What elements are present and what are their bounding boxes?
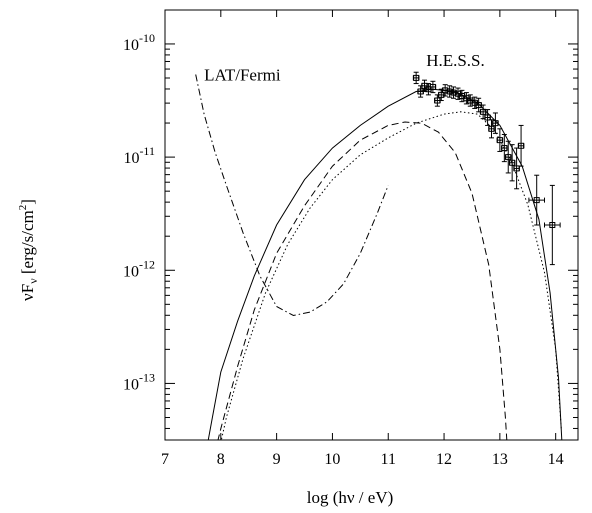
point-marker — [450, 89, 457, 96]
y-axis-label-units: [erg/s/cm — [18, 210, 37, 274]
hess-point — [508, 144, 516, 182]
point-marker — [446, 88, 453, 95]
hess-point — [479, 104, 487, 120]
dashed-component-curve — [217, 121, 508, 440]
x-tick-label: 14 — [548, 451, 564, 468]
hess-point — [412, 71, 420, 85]
plot-area — [164, 9, 579, 441]
point-marker — [429, 83, 436, 90]
point-marker — [505, 154, 512, 161]
x-tick-label: 13 — [492, 451, 508, 468]
hess-point — [528, 174, 546, 226]
y-axis-label-units-end: ] — [18, 199, 37, 205]
hess-point — [421, 79, 428, 92]
x-tick-label: 10 — [324, 451, 340, 468]
y-tick-label: 10-10 — [123, 31, 155, 54]
hess-point — [517, 124, 525, 167]
point-marker — [413, 74, 420, 81]
hess-point — [496, 128, 504, 152]
hess-point — [437, 88, 445, 102]
hess-point — [484, 109, 491, 126]
y-axis: 10-13 10-12 10-11 10-10 — [123, 31, 578, 429]
point-marker — [509, 159, 516, 166]
y-axis-label-main: νF — [18, 284, 37, 301]
hess-data-points — [412, 71, 561, 266]
x-axis: 7 8 9 10 11 12 13 14 — [161, 10, 564, 468]
hess-point — [513, 147, 520, 190]
annotations: LAT/Fermi H.E.S.S. — [204, 51, 485, 85]
model-curves — [195, 74, 563, 440]
x-axis-label: log (hν / eV) — [307, 488, 394, 507]
y-tick-label: 10-12 — [123, 257, 155, 280]
lat-fermi-sensitivity-curve — [195, 74, 389, 317]
point-marker — [492, 120, 499, 127]
dotted-component-curve — [220, 111, 562, 440]
point-marker — [438, 91, 445, 98]
point-marker — [496, 137, 503, 144]
y-tick-label: 10-13 — [123, 370, 155, 393]
hess-point — [446, 85, 453, 98]
point-marker — [480, 108, 487, 115]
hess-point — [504, 140, 512, 174]
x-tick-label: 7 — [161, 451, 169, 468]
point-marker — [549, 222, 556, 228]
hess-point — [475, 97, 482, 113]
hess-point — [429, 80, 437, 94]
x-tick-label: 12 — [436, 451, 452, 468]
y-tick-label: 10-11 — [123, 144, 155, 167]
x-tick-label: 8 — [217, 451, 225, 468]
x-tick-label: 11 — [381, 451, 396, 468]
point-marker — [421, 82, 428, 89]
hess-point — [441, 84, 449, 97]
point-marker — [442, 87, 449, 94]
x-tick-label: 9 — [273, 451, 281, 468]
point-marker — [518, 142, 525, 149]
point-marker — [533, 197, 540, 204]
hess-point — [492, 112, 499, 134]
point-marker — [501, 145, 508, 152]
plot-frame — [164, 9, 579, 441]
point-marker — [513, 165, 520, 172]
y-axis-label-sub: ν — [26, 278, 40, 284]
hess-label: H.E.S.S. — [426, 51, 485, 70]
hess-point — [488, 119, 495, 139]
hess-point — [425, 83, 432, 96]
y-axis-label: νFν [erg/s/cm2] — [17, 199, 40, 301]
point-marker — [484, 114, 491, 121]
hess-point — [544, 184, 561, 266]
lat-fermi-label: LAT/Fermi — [204, 66, 281, 85]
total-model-curve — [207, 88, 563, 440]
y-axis-label-units-sup: 2 — [17, 205, 29, 211]
point-marker — [488, 125, 495, 132]
hess-point — [501, 133, 508, 163]
